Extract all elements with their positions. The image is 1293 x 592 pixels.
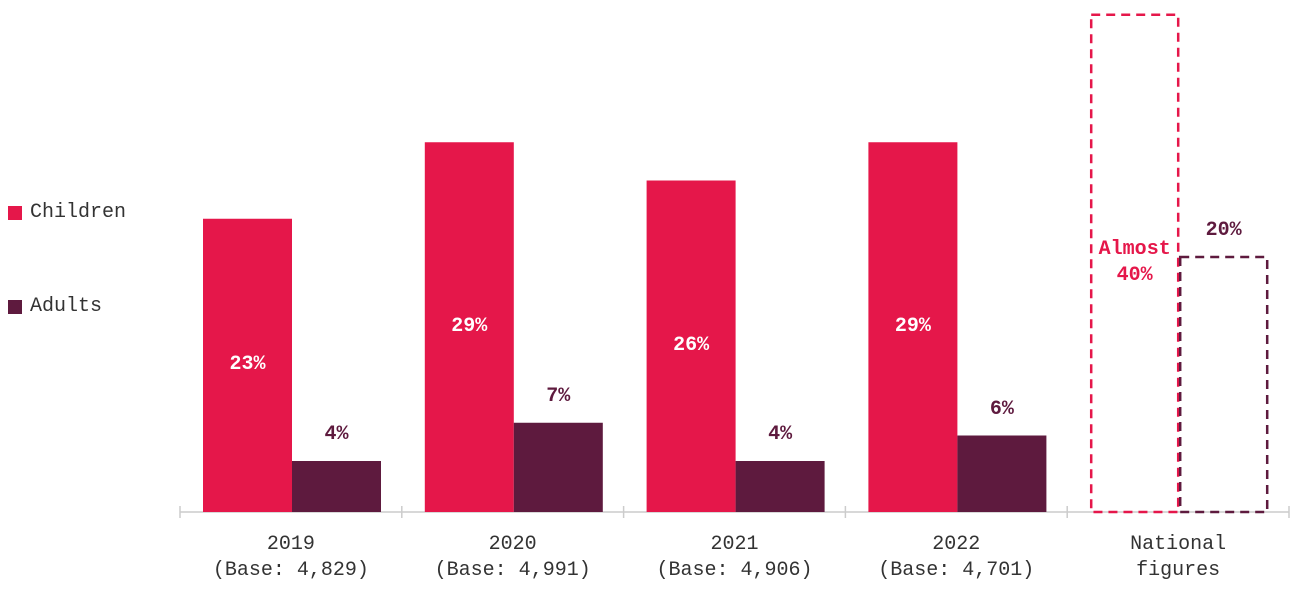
bar xyxy=(868,142,958,512)
data-label: 6% xyxy=(989,397,1014,421)
x-tick-label: 2019 (Base: 4,829) xyxy=(212,533,369,582)
data-label: 29% xyxy=(451,315,488,339)
x-tick-label: 2021 (Base: 4,906) xyxy=(656,533,813,582)
data-label: 23% xyxy=(229,353,266,377)
bar xyxy=(513,422,603,512)
bar xyxy=(424,142,514,512)
bar xyxy=(1089,13,1180,514)
bar xyxy=(203,218,292,512)
x-tick-label: 2022 (Base: 4,701) xyxy=(878,533,1035,582)
x-tick-label: National figures xyxy=(1130,533,1227,582)
bar xyxy=(292,461,381,512)
data-label: Almost 40% xyxy=(1098,238,1171,288)
data-label: 4% xyxy=(768,423,793,446)
bar xyxy=(735,461,825,512)
x-tick-label: 2020 (Base: 4,991) xyxy=(434,533,591,582)
data-label: 26% xyxy=(673,334,710,358)
bar xyxy=(957,435,1047,512)
data-label: 4% xyxy=(324,423,349,446)
legend-label: Children xyxy=(30,201,127,224)
data-label: 20% xyxy=(1205,219,1242,242)
bar xyxy=(646,180,736,512)
legend-label: Adults xyxy=(30,295,103,318)
data-label: 7% xyxy=(546,384,571,408)
bar xyxy=(1178,255,1269,514)
legend-swatch xyxy=(8,206,22,220)
legend-swatch xyxy=(8,300,22,314)
data-label: 29% xyxy=(894,315,931,339)
